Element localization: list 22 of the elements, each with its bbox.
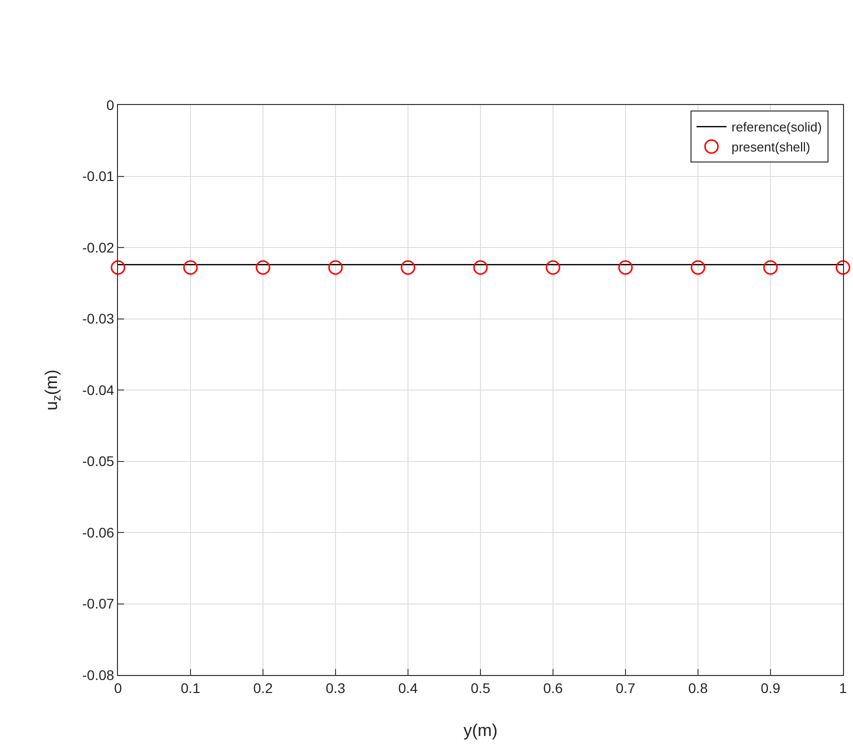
legend-label: reference(solid) — [732, 120, 822, 135]
y-tick-label: -0.04 — [82, 382, 114, 398]
x-tick-label: 0.9 — [760, 680, 780, 696]
x-tick-label: 0.6 — [543, 680, 563, 696]
x-tick-label: 0.7 — [616, 680, 636, 696]
y-tick-label: -0.01 — [82, 168, 114, 184]
y-tick-label: -0.03 — [82, 310, 114, 327]
y-tick-label: -0.06 — [82, 524, 114, 540]
x-tick-label: 0.3 — [326, 680, 346, 696]
y-tick-label: 0 — [106, 96, 114, 113]
x-tick-label: 0.8 — [688, 680, 708, 696]
x-tick-label: 0.5 — [470, 680, 490, 696]
legend-label: present(shell) — [732, 140, 810, 155]
x-tick-label: 0.4 — [398, 680, 418, 696]
y-tick-label: -0.08 — [82, 666, 114, 683]
x-tick-label: 0.2 — [253, 680, 273, 696]
y-tick-label: -0.07 — [82, 596, 114, 612]
x-axis-title: y(m) — [464, 721, 498, 740]
x-tick-label: 1 — [839, 680, 848, 696]
y-tick-label: -0.05 — [82, 453, 114, 470]
x-tick-label: 0.1 — [180, 680, 200, 696]
y-tick-label: -0.02 — [82, 239, 114, 256]
